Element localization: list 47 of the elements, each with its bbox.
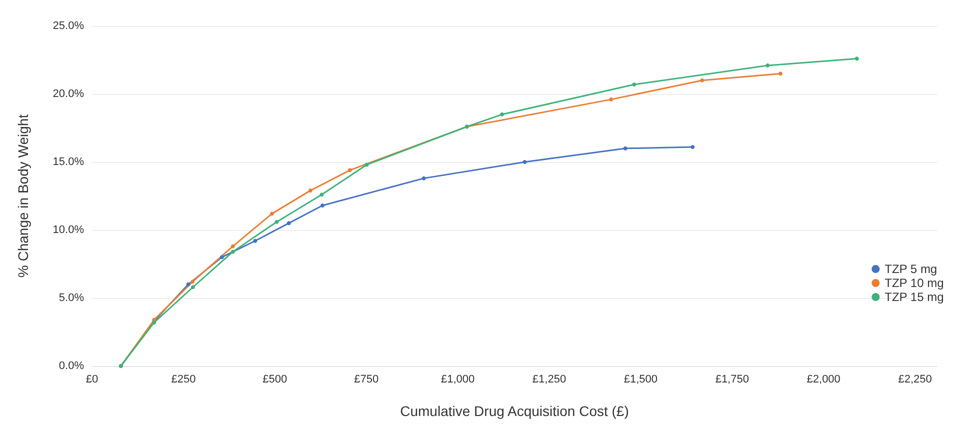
point [422,176,426,180]
point [632,82,636,86]
point [190,280,195,284]
x-tick-label: £0 [86,374,98,386]
y-axis-title: % Change in Body Weight [15,114,31,278]
point [500,112,504,116]
point [190,285,195,290]
point [286,221,291,226]
point [609,97,614,102]
point [623,146,628,150]
y-tick-label: 0.0% [58,360,84,372]
point [320,204,324,208]
x-tick-label: £1,500 [624,374,658,386]
point [854,56,859,61]
x-tick-label: £250 [171,374,196,386]
y-tick-label: 10.0% [52,224,84,236]
legend-label: TZP 10 mg [884,276,944,290]
point [700,78,704,82]
y-tick-label: 5.0% [58,292,84,304]
point [230,244,235,248]
point [186,282,190,286]
x-tick-label: £2,250 [898,374,932,386]
x-tick-label: £750 [354,374,379,386]
point [522,160,527,164]
x-tick-label: £1,750 [715,374,749,386]
legend-label: TZP 15 mg [884,290,944,304]
point [778,72,782,76]
y-tick-label: 25.0% [52,20,84,32]
point [308,188,312,193]
point [348,168,352,172]
y-tick-label: 15.0% [52,156,84,168]
point [364,162,369,167]
x-tick-label: £1,000 [440,374,475,386]
point [320,192,324,197]
legend-label: TZP 5 mg [884,262,938,276]
point [270,212,274,216]
y-tick-label: 20.0% [52,88,84,100]
point [220,255,224,260]
x-tick-label: £1,250 [532,374,566,386]
x-tick-label: £500 [262,374,288,386]
point [253,238,258,243]
x-tick-label: £2,000 [806,374,840,386]
point [274,220,279,224]
point [766,63,770,68]
point [230,250,235,254]
x-axis-title: Cumulative Drug Acquisition Cost (£) [400,403,629,419]
point [690,145,695,150]
